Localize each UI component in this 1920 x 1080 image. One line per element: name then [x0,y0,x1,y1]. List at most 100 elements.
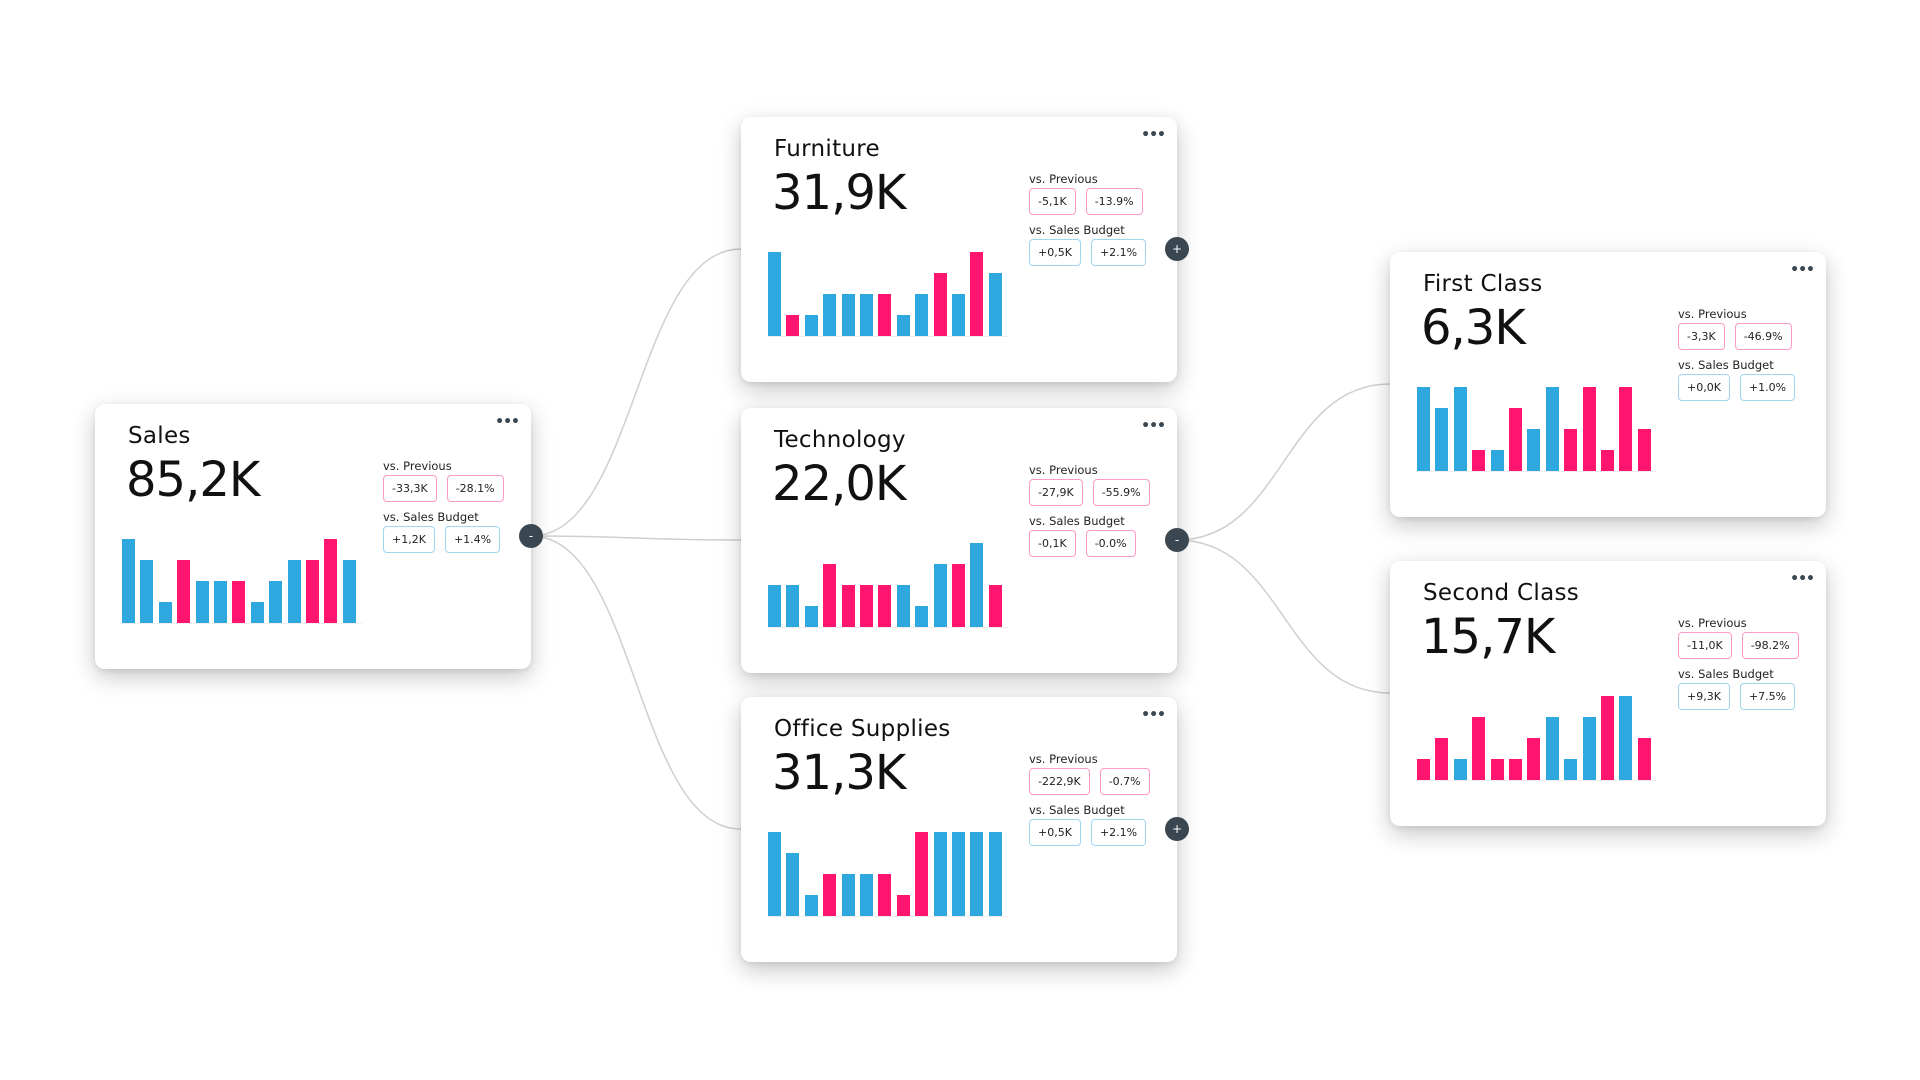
card-value: 22,0K [772,456,906,512]
chart-bar [1601,450,1614,471]
chart-bar [768,832,781,916]
card-value: 31,9K [772,165,906,221]
vs-previous-percent-badge: -0.7% [1099,768,1150,795]
card-title: Furniture [774,136,880,162]
chart-bar [1545,387,1559,471]
chart-bar [933,273,947,336]
chart-bar [860,294,873,336]
vs-previous-label: vs. Previous [1029,172,1098,186]
more-options-icon[interactable]: ••• [1141,418,1166,434]
chart-bar [1564,429,1578,471]
collapse-button[interactable]: - [1165,528,1189,552]
vs-budget-percent-badge: +1.4% [444,526,501,553]
chart-bar [1582,387,1596,471]
trend-bar-chart [768,250,1008,337]
trend-bar-chart [1417,385,1657,472]
card-title: Sales [128,423,191,449]
vs-previous-abs-badge: -3,3K [1678,323,1725,350]
vs-previous-badges: -33,3K -28.1% [383,475,504,502]
second-class-card: Second Class 15,7K ••• vs. Previous -11,0K -9… [1390,561,1826,826]
chart-bar [1453,387,1467,471]
vs-budget-badges: -0,1K -0.0% [1029,530,1150,557]
chart-bar [177,560,191,623]
collapse-button[interactable]: - [519,524,543,548]
chart-bar [915,832,929,916]
technology-card: Technology 22,0K ••• vs. Previous -27,9K -55.… [741,408,1177,673]
vs-previous-badges: -5,1K -13.9% [1029,188,1146,215]
card-title: Technology [774,427,906,453]
chart-bar [933,832,947,916]
more-options-icon[interactable]: ••• [1790,571,1815,587]
trend-bar-chart [1417,694,1657,781]
chart-bar [1417,759,1430,780]
chart-bar [342,560,356,623]
vs-previous-percent-badge: -13.9% [1085,188,1143,215]
chart-bar [786,315,800,336]
vs-budget-abs-badge: +9,3K [1678,683,1730,710]
more-options-icon[interactable]: ••• [1790,262,1815,278]
vs-budget-percent-badge: +7.5% [1739,683,1796,710]
chart-bar [1509,408,1522,471]
card-title: Second Class [1423,580,1580,606]
vs-budget-abs-badge: -0,1K [1029,530,1076,557]
kpi-panel: vs. Previous -33,3K -28.1% vs. Sales Budget… [383,459,504,561]
vs-previous-badges: -11,0K -98.2% [1678,632,1799,659]
vs-budget-label: vs. Sales Budget [1029,514,1125,528]
expand-button[interactable]: + [1165,237,1189,261]
vs-budget-label: vs. Sales Budget [1678,358,1774,372]
chart-bar [841,585,855,627]
connector-sales-technology [530,535,742,541]
chart-bar [1619,387,1633,471]
chart-bar [122,539,135,623]
chart-bar [896,585,910,627]
chart-bar [768,585,781,627]
vs-budget-percent-badge: +2.1% [1090,239,1147,266]
chart-bar [804,315,818,336]
trend-bar-chart [768,830,1008,917]
more-options-icon[interactable]: ••• [1141,707,1166,723]
chart-bar [786,853,800,916]
vs-budget-badges: +9,3K +7.5% [1678,683,1799,710]
chart-bar [841,874,855,916]
chart-bar [158,602,172,623]
vs-previous-badges: -3,3K -46.9% [1678,323,1795,350]
chart-bar [324,539,338,623]
more-options-icon[interactable]: ••• [495,414,520,430]
card-value: 85,2K [126,452,260,508]
chart-bar [1490,759,1504,780]
more-options-icon[interactable]: ••• [1141,127,1166,143]
chart-bar [1601,696,1614,780]
chart-bar [878,585,892,627]
chart-bar [915,606,929,627]
card-title: Office Supplies [774,716,951,742]
chart-bar [306,560,319,623]
expand-button[interactable]: + [1165,817,1189,841]
chart-bar [878,874,892,916]
chart-bar [1564,759,1578,780]
chart-bar [1527,738,1541,780]
trend-bar-chart [768,541,1008,628]
vs-previous-percent-badge: -55.9% [1092,479,1150,506]
vs-budget-label: vs. Sales Budget [383,510,479,524]
vs-previous-abs-badge: -11,0K [1678,632,1732,659]
chart-bar [970,832,984,916]
vs-budget-percent-badge: -0.0% [1085,530,1136,557]
vs-previous-abs-badge: -27,9K [1029,479,1083,506]
vs-budget-percent-badge: +2.1% [1090,819,1147,846]
furniture-card: Furniture 31,9K ••• vs. Previous -5,1K -13.9%… [741,117,1177,382]
chart-bar [1472,717,1486,780]
chart-bar [1472,450,1486,471]
chart-bar [896,895,910,916]
vs-previous-label: vs. Previous [383,459,452,473]
chart-bar [804,895,818,916]
chart-bar [1637,738,1651,780]
chart-bar [1509,759,1522,780]
chart-bar [952,832,965,916]
chart-bar [768,252,781,336]
vs-previous-percent-badge: -28.1% [446,475,504,502]
vs-budget-badges: +0,0K +1.0% [1678,374,1796,401]
chart-bar [988,273,1002,336]
chart-bar [1453,759,1467,780]
card-value: 15,7K [1421,609,1555,665]
